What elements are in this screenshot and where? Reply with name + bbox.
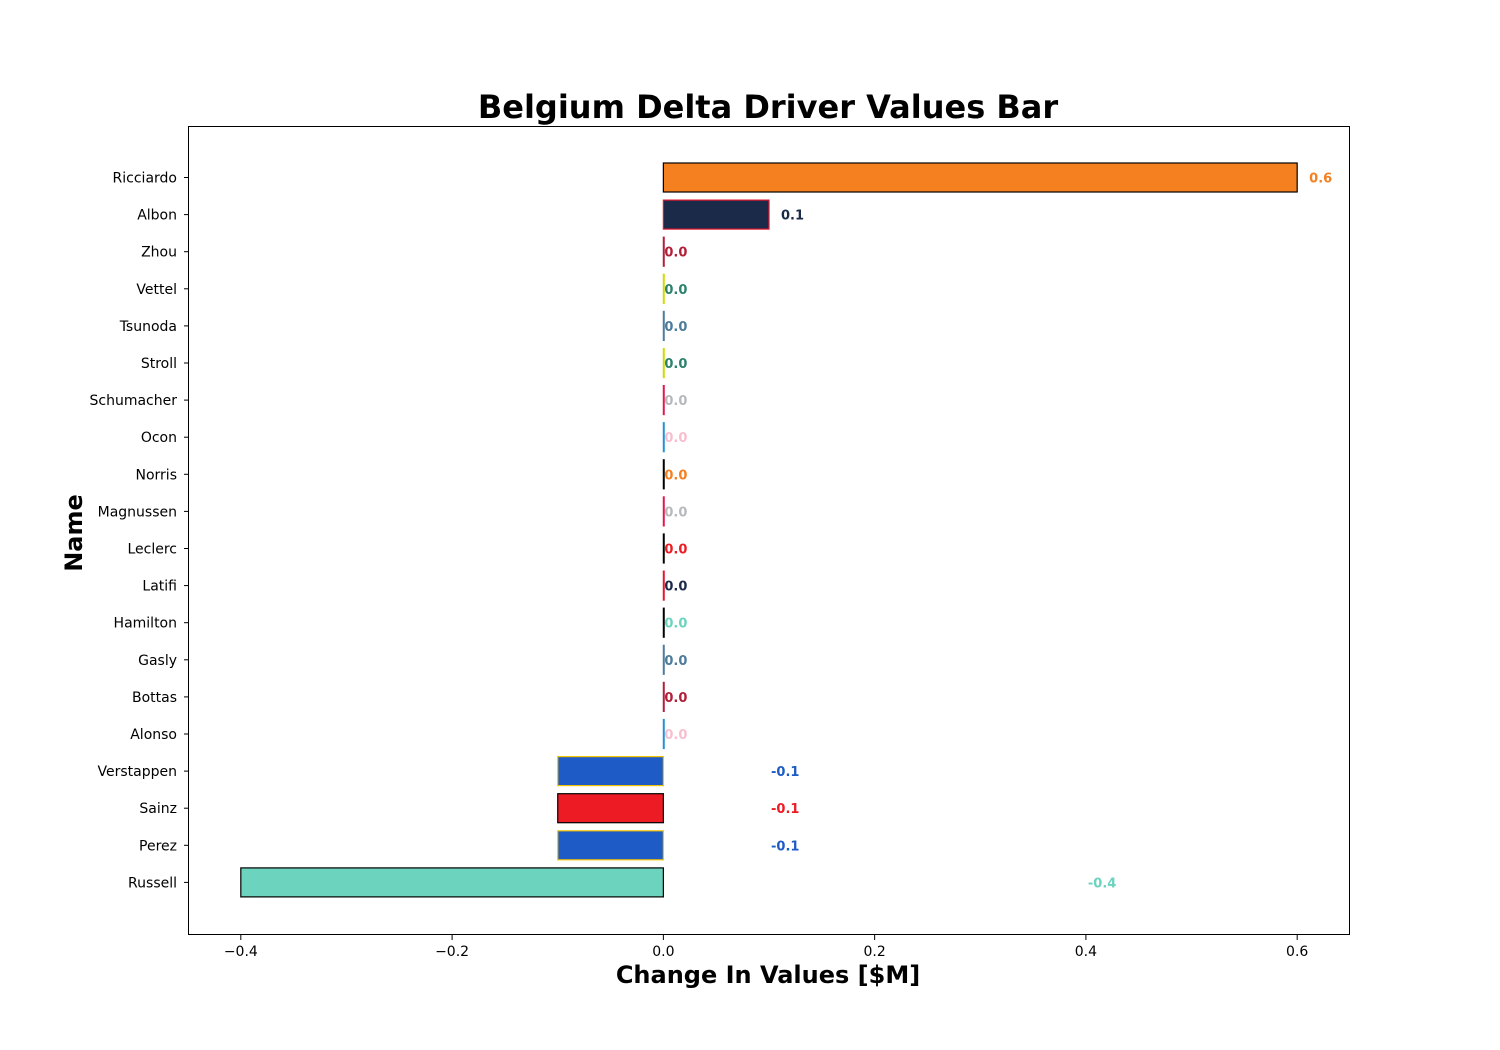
chart-title: Belgium Delta Driver Values Bar: [478, 88, 1059, 126]
x-tick-label: 0.2: [864, 944, 886, 960]
x-tick-label: −0.4: [224, 944, 258, 960]
x-tick-label: 0.6: [1286, 944, 1308, 960]
bar-sainz: [557, 793, 664, 824]
data-label-schumacher: 0.0: [664, 394, 687, 409]
bar-zhou: [662, 236, 665, 267]
bar-bottas: [662, 681, 665, 713]
bar-latifi: [662, 570, 665, 601]
bar-russell: [240, 867, 664, 898]
x-axis-label: Change In Values [$M]: [616, 961, 920, 989]
bar-ocon: [662, 422, 665, 453]
data-label-ocon: 0.0: [664, 431, 687, 446]
data-label-latifi: 0.0: [664, 580, 687, 595]
y-tick-label-schumacher: Schumacher: [90, 393, 178, 409]
y-tick-label-russell: Russell: [128, 875, 177, 891]
data-label-vettel: 0.0: [664, 283, 687, 298]
bar-perez: [557, 830, 664, 861]
bar-gasly: [662, 644, 665, 675]
y-tick-label-ricciardo: Ricciardo: [113, 171, 177, 187]
data-label-tsunoda: 0.0: [664, 320, 687, 335]
bar-ricciardo: [662, 162, 1298, 193]
bar-schumacher: [662, 385, 665, 416]
y-tick-label-albon: Albon: [137, 208, 177, 224]
bars-layer: [240, 162, 1298, 898]
bar-tsunoda: [662, 310, 665, 341]
y-tick-label-magnussen: Magnussen: [98, 504, 177, 520]
y-tick-label-perez: Perez: [139, 838, 177, 854]
bar-stroll: [662, 347, 665, 379]
y-tick-label-alonso: Alonso: [130, 727, 177, 743]
y-tick-label-hamilton: Hamilton: [114, 616, 177, 632]
data-label-perez: -0.1: [771, 839, 799, 854]
plot-area-frame: [188, 126, 1350, 935]
y-tick-label-vettel: Vettel: [136, 282, 177, 298]
y-tick-label-gasly: Gasly: [138, 653, 177, 669]
y-axis-ticks: Ricciardo Albon Zhou Vettel Tsunoda Stroll Sch…: [90, 171, 188, 891]
y-tick-label-norris: Norris: [136, 467, 178, 483]
x-axis-ticks: −0.4 −0.2 0.0 0.2 0.4 0.6: [224, 935, 1308, 960]
data-label-sainz: -0.1: [771, 802, 799, 817]
y-tick-label-zhou: Zhou: [141, 245, 177, 261]
y-axis-label: Name: [60, 494, 88, 572]
y-tick-label-bottas: Bottas: [132, 690, 177, 706]
data-label-norris: 0.0: [664, 468, 687, 483]
bar-albon: [662, 199, 770, 230]
data-label-zhou: 0.0: [664, 246, 687, 261]
y-tick-label-stroll: Stroll: [141, 356, 177, 372]
bar-verstappen: [557, 755, 664, 787]
y-tick-label-verstappen: Verstappen: [98, 764, 177, 780]
data-label-gasly: 0.0: [664, 654, 687, 669]
bar-norris: [662, 459, 665, 490]
data-label-stroll: 0.0: [664, 357, 687, 372]
bar-hamilton: [662, 607, 665, 638]
data-label-alonso: 0.0: [664, 728, 687, 743]
y-tick-label-ocon: Ocon: [141, 430, 177, 446]
bar-vettel: [662, 273, 665, 304]
x-tick-label: 0.0: [652, 944, 674, 960]
y-tick-label-tsunoda: Tsunoda: [119, 319, 177, 335]
bar-magnussen: [662, 496, 665, 527]
y-tick-label-latifi: Latifi: [142, 579, 177, 595]
y-tick-label-sainz: Sainz: [139, 801, 177, 817]
x-tick-label: 0.4: [1075, 944, 1097, 960]
data-label-bottas: 0.0: [664, 691, 687, 706]
data-labels-layer: 0.6 0.1 0.0 0.0 0.0 0.0 0.0 0.0 0.0 0.0 0.0 0.0 0.0 0…: [664, 172, 1332, 892]
data-label-ricciardo: 0.6: [1309, 172, 1332, 187]
y-tick-label-leclerc: Leclerc: [127, 542, 177, 558]
data-label-leclerc: 0.0: [664, 543, 687, 558]
bar-leclerc: [662, 533, 665, 564]
x-tick-label: −0.2: [435, 944, 469, 960]
data-label-albon: 0.1: [781, 209, 804, 224]
data-label-magnussen: 0.0: [664, 505, 687, 520]
data-label-verstappen: -0.1: [771, 765, 799, 780]
bar-alonso: [662, 718, 665, 750]
data-label-hamilton: 0.0: [664, 617, 687, 632]
data-label-russell: -0.4: [1088, 876, 1116, 891]
